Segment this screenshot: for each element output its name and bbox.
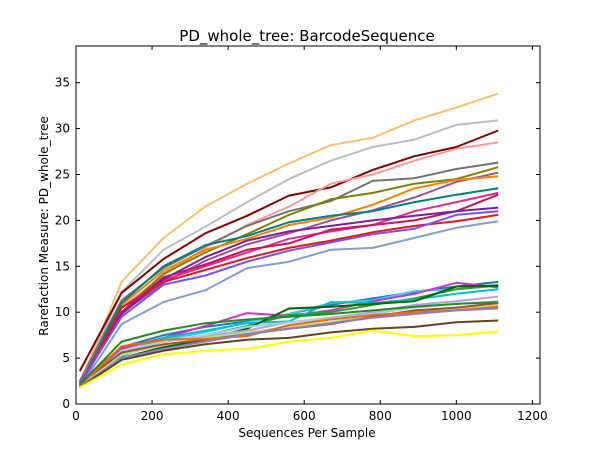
- series-line-30: [79, 329, 499, 389]
- x-axis-label: Sequences Per Sample: [238, 426, 375, 440]
- series-line-14: [78, 210, 499, 385]
- y-tick-label: 5: [62, 351, 70, 365]
- x-tick-label: 1000: [441, 409, 472, 423]
- series-line-3: [78, 129, 499, 372]
- y-tick-label: 10: [55, 305, 70, 319]
- series-line-11: [78, 193, 499, 385]
- series-line-21: [79, 284, 499, 389]
- y-axis-label: Rarefaction Measure: PD_whole_tree: [37, 116, 51, 335]
- y-tick-label: 35: [55, 76, 70, 90]
- x-tick-label: 1200: [517, 409, 548, 423]
- chart-title: PD_whole_tree: BarcodeSequence: [179, 27, 434, 46]
- y-tick-label: 15: [55, 259, 70, 273]
- series-line-26: [79, 305, 499, 387]
- y-tick-label: 20: [55, 213, 70, 227]
- series-line-6: [78, 166, 499, 386]
- series-line-8: [78, 175, 499, 385]
- series-line-28: [79, 301, 499, 386]
- series-line-7: [78, 171, 499, 383]
- series-line-27: [79, 307, 499, 388]
- x-tick-label: 200: [141, 409, 164, 423]
- series-line-9: [78, 187, 499, 387]
- x-tick-label: 600: [293, 409, 316, 423]
- y-tick-label: 0: [62, 397, 70, 411]
- series-line-29: [79, 319, 499, 389]
- axes-layer: 0 200 400 600 800 1000 1200 0 5 10 15 20 25 30 35: [55, 45, 548, 423]
- x-tick-label: 400: [217, 409, 240, 423]
- series-layer: [78, 92, 499, 389]
- y-tick-label: 25: [55, 168, 70, 182]
- plot-frame: [75, 45, 541, 405]
- x-tick-label: 800: [369, 409, 392, 423]
- y-tick-label: 30: [55, 122, 70, 136]
- x-tick-label: 0: [72, 409, 80, 423]
- series-line-15: [78, 220, 499, 389]
- series-line-2: [78, 119, 499, 384]
- series-line-1: [78, 92, 499, 385]
